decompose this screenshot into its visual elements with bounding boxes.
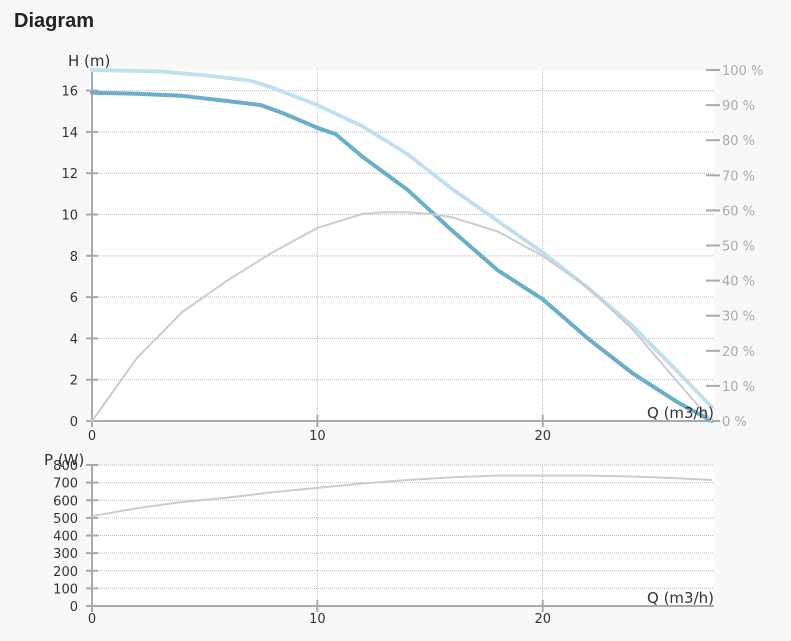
- top-y-tick-label: 2: [70, 374, 78, 389]
- top-y2-tick-label: 70 %: [722, 169, 755, 184]
- top-y2-tick-label: 20 %: [722, 345, 755, 360]
- diagram-title: Diagram: [14, 10, 95, 32]
- top-y2-tick-label: 90 %: [722, 99, 755, 114]
- top-y-tick-label: 8: [70, 250, 78, 265]
- bottom-y-tick-label: 100: [53, 582, 78, 597]
- top-series-head-line: [90, 90, 714, 423]
- top-series-efficiency_grey-line: [91, 211, 713, 422]
- bottom-series-power-line: [91, 474, 712, 518]
- top-x-tick-label: 20: [534, 429, 551, 444]
- top-y-axis-label: H (m): [68, 52, 110, 70]
- bottom-x-tick-label: 20: [534, 612, 551, 627]
- top-y-tick-label: 16: [61, 85, 78, 100]
- top-y-tick-label: 6: [70, 291, 78, 306]
- bottom-y-tick-label: 400: [53, 530, 78, 545]
- bottom-x-tick-label: 0: [88, 612, 96, 627]
- bottom-x-axis-label: Q (m3/h): [647, 589, 714, 607]
- top-y2-tick-label: 10 %: [722, 380, 755, 395]
- top-y-tick-label: 10: [61, 209, 78, 224]
- top-x-tick-label: 0: [88, 429, 96, 444]
- bottom-y-tick-label: 800: [53, 459, 78, 474]
- bottom-y-tick-label: 300: [53, 547, 78, 562]
- top-series-efficiency_light-line: [90, 68, 714, 409]
- top-y-tick-label: 0: [70, 415, 78, 430]
- top-y2-tick-label: 60 %: [722, 204, 755, 219]
- top-x-axis-label: Q (m3/h): [647, 404, 714, 422]
- bottom-y-tick-label: 0: [70, 600, 78, 615]
- bottom-y-tick-label: 500: [53, 512, 78, 527]
- bottom-y-axis-label: P (W): [44, 451, 84, 469]
- top-y2-tick-label: 0 %: [722, 415, 747, 430]
- top-y2-tick-label: 80 %: [722, 134, 755, 149]
- top-y-tick-label: 12: [61, 167, 78, 182]
- top-y-tick-label: 4: [70, 332, 78, 347]
- top-y-tick-label: 14: [61, 126, 78, 141]
- top-y2-tick-label: 100 %: [722, 64, 763, 79]
- top-y2-tick-label: 40 %: [722, 275, 755, 290]
- top-y2-tick-label: 50 %: [722, 240, 755, 255]
- top-plot-area: [92, 70, 714, 421]
- bottom-y-tick-label: 200: [53, 565, 78, 580]
- top-x-tick-label: 10: [309, 429, 326, 444]
- top-y2-tick-label: 30 %: [722, 310, 755, 325]
- bottom-y-tick-label: 600: [53, 494, 78, 509]
- bottom-x-tick-label: 10: [309, 612, 326, 627]
- bottom-y-tick-label: 700: [53, 477, 78, 492]
